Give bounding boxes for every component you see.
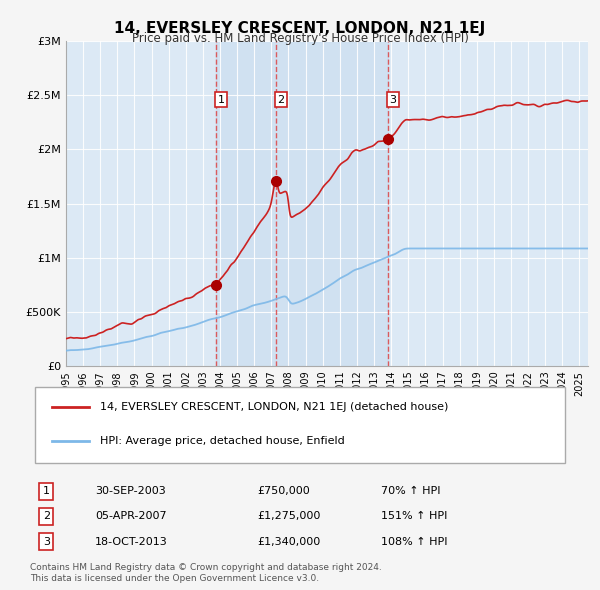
Bar — [216, 41, 388, 366]
Text: 70% ↑ HPI: 70% ↑ HPI — [381, 486, 440, 496]
Text: 14, EVERSLEY CRESCENT, LONDON, N21 1EJ (detached house): 14, EVERSLEY CRESCENT, LONDON, N21 1EJ (… — [100, 402, 449, 412]
Text: 3: 3 — [389, 95, 396, 104]
Text: 151% ↑ HPI: 151% ↑ HPI — [381, 512, 448, 522]
Text: 3: 3 — [43, 537, 50, 547]
Text: 18-OCT-2013: 18-OCT-2013 — [95, 537, 167, 547]
Text: 05-APR-2007: 05-APR-2007 — [95, 512, 166, 522]
Text: 1: 1 — [43, 486, 50, 496]
Text: £1,275,000: £1,275,000 — [257, 512, 320, 522]
Text: 2: 2 — [277, 95, 284, 104]
FancyBboxPatch shape — [35, 387, 565, 463]
Text: Contains HM Land Registry data © Crown copyright and database right 2024.
This d: Contains HM Land Registry data © Crown c… — [30, 563, 382, 583]
Text: Price paid vs. HM Land Registry's House Price Index (HPI): Price paid vs. HM Land Registry's House … — [131, 32, 469, 45]
Text: £1,340,000: £1,340,000 — [257, 537, 320, 547]
Text: 14, EVERSLEY CRESCENT, LONDON, N21 1EJ: 14, EVERSLEY CRESCENT, LONDON, N21 1EJ — [115, 21, 485, 35]
Text: 108% ↑ HPI: 108% ↑ HPI — [381, 537, 448, 547]
Text: HPI: Average price, detached house, Enfield: HPI: Average price, detached house, Enfi… — [100, 437, 345, 446]
Text: 1: 1 — [217, 95, 224, 104]
Text: 2: 2 — [43, 512, 50, 522]
Text: 30-SEP-2003: 30-SEP-2003 — [95, 486, 166, 496]
Text: £750,000: £750,000 — [257, 486, 310, 496]
